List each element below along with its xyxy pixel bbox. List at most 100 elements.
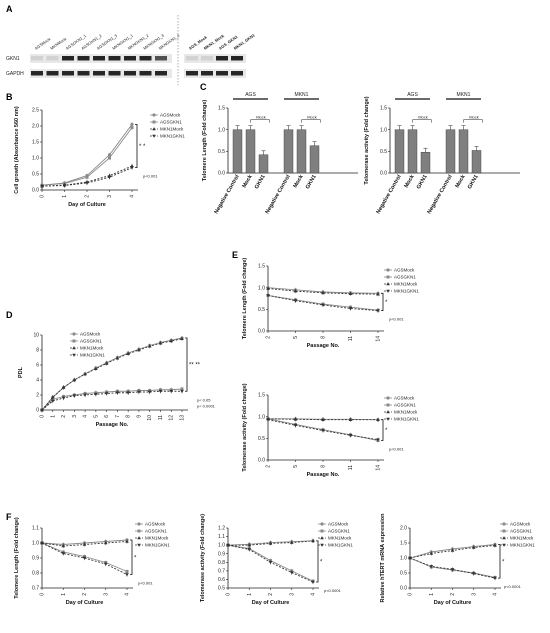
data-point xyxy=(147,390,152,394)
legend-label: AGSGKN1 xyxy=(145,529,167,534)
legend-label: MKN1Mock xyxy=(328,536,352,541)
category-label: GKN1 xyxy=(305,174,318,190)
x-tick-label: 1 xyxy=(62,195,68,198)
legend-label: MKN1GKN1 xyxy=(394,289,419,294)
bar xyxy=(445,129,456,174)
data-point xyxy=(72,346,76,350)
legend-label: AGSMock xyxy=(394,396,415,401)
bar xyxy=(283,129,294,174)
significance-marker: * xyxy=(502,559,505,565)
y-tick-label: 0.5 xyxy=(32,172,39,178)
legend-label: AGSGKN1 xyxy=(160,120,182,125)
legend-label: MKN1GKN1 xyxy=(80,353,105,358)
legend-label: MKN1Mock xyxy=(394,410,418,415)
data-point xyxy=(293,417,298,421)
series-line xyxy=(41,338,183,411)
x-tick-label: 6 xyxy=(104,415,110,418)
y-tick-label: 6 xyxy=(36,363,39,369)
y-tick-label: 0.7 xyxy=(218,568,225,574)
y-tick-label: 1.0 xyxy=(400,556,407,562)
panel-label-c: C xyxy=(200,82,207,92)
data-point xyxy=(125,539,129,543)
p-value-note: p< 0.0001 xyxy=(197,403,216,408)
data-point xyxy=(72,332,76,336)
legend-label: AGSMock xyxy=(80,332,101,337)
x-tick-label: 4 xyxy=(130,195,136,198)
y-tick-label: 0.0 xyxy=(32,188,39,194)
category-label: GKN1 xyxy=(416,174,429,190)
data-point xyxy=(293,299,298,303)
group-label: AGS xyxy=(245,92,256,98)
data-point xyxy=(62,184,67,188)
group-label: MKN1 xyxy=(295,92,309,98)
legend-label: MKN1GKN1 xyxy=(510,543,535,548)
y-tick-label: 10 xyxy=(33,333,39,339)
legend-label: AGSMock xyxy=(328,522,349,527)
blot-band xyxy=(231,71,243,76)
y-tick-label: 0.5 xyxy=(400,571,407,577)
p-value-note: p<0.0001 xyxy=(324,588,342,593)
data-point xyxy=(72,353,76,357)
x-axis-label: Day of Culture xyxy=(68,202,106,208)
p-value-note: p<0.001 xyxy=(389,447,404,452)
x-axis-label: Passage No. xyxy=(307,472,340,478)
data-point xyxy=(311,538,315,543)
legend-label: AGSGKN1 xyxy=(394,403,416,408)
x-tick-label: 5 xyxy=(293,336,299,339)
bar xyxy=(420,151,431,174)
legend-label: MKN1Mock xyxy=(510,536,534,541)
data-point xyxy=(450,568,455,572)
x-axis-label: Passage No. xyxy=(96,422,129,428)
chart-e-telomere-length: 0.0 0.5 1.0 1.5 2 5 8 11 14 Passage No. Telomere L… xyxy=(242,258,419,349)
blot-band xyxy=(31,71,43,76)
data-point xyxy=(158,389,163,394)
x-tick-label: 4 xyxy=(493,593,499,596)
legend-label: AGSMock xyxy=(510,522,531,527)
p-value-note: p<0.001 xyxy=(143,174,158,179)
data-point xyxy=(376,417,380,421)
data-point xyxy=(72,378,77,382)
x-axis-label: Day of Culture xyxy=(252,600,290,606)
data-point xyxy=(104,361,109,365)
x-tick-label: 3 xyxy=(107,195,113,198)
data-point xyxy=(137,348,141,352)
data-point xyxy=(108,156,111,160)
x-tick-label: 2 xyxy=(450,593,456,596)
y-axis-label: Telomere Length (Fold change) xyxy=(202,100,208,182)
x-tick-label: 0 xyxy=(40,593,46,596)
x-tick-label: 4 xyxy=(83,415,89,418)
category-label: Mock xyxy=(455,173,468,189)
x-tick-label: 1 xyxy=(61,593,67,596)
data-point xyxy=(386,403,390,407)
data-point xyxy=(125,570,129,573)
significance-bracket xyxy=(316,540,319,583)
comparison-bracket xyxy=(412,119,432,123)
p-value-note: p<0.0001 xyxy=(504,584,522,589)
comparison-bracket xyxy=(301,119,321,123)
significance-bracket xyxy=(135,124,138,168)
y-tick-label: 1.5 xyxy=(380,106,387,112)
x-tick-label: 1 xyxy=(429,593,435,596)
data-point xyxy=(502,529,506,533)
series-line xyxy=(41,167,133,187)
blot-band xyxy=(201,56,213,61)
x-tick-label: 11 xyxy=(348,465,354,470)
bar xyxy=(245,129,256,174)
x-tick-label: 3 xyxy=(72,415,78,418)
data-point xyxy=(321,303,325,307)
y-tick-label: 2 xyxy=(36,393,39,399)
chart-f-telomere-length: 0.7 0.8 0.9 1.0 1.1 0 1 2 3 4 Day of Culture Telome… xyxy=(14,517,170,606)
bar xyxy=(471,150,482,174)
legend-label: MKN1Mock xyxy=(80,346,104,351)
data-point xyxy=(83,372,87,376)
y-tick-label: 0.0 xyxy=(400,586,407,592)
data-point xyxy=(289,571,294,575)
x-tick-label: 3 xyxy=(289,593,295,596)
data-point xyxy=(293,424,298,428)
blot-lane-label: MKNMock xyxy=(49,36,67,51)
data-point xyxy=(376,309,380,313)
group-label: AGS xyxy=(407,92,418,98)
data-point xyxy=(103,541,108,545)
data-point xyxy=(266,294,270,298)
y-tick-label: 1.1 xyxy=(218,534,225,540)
